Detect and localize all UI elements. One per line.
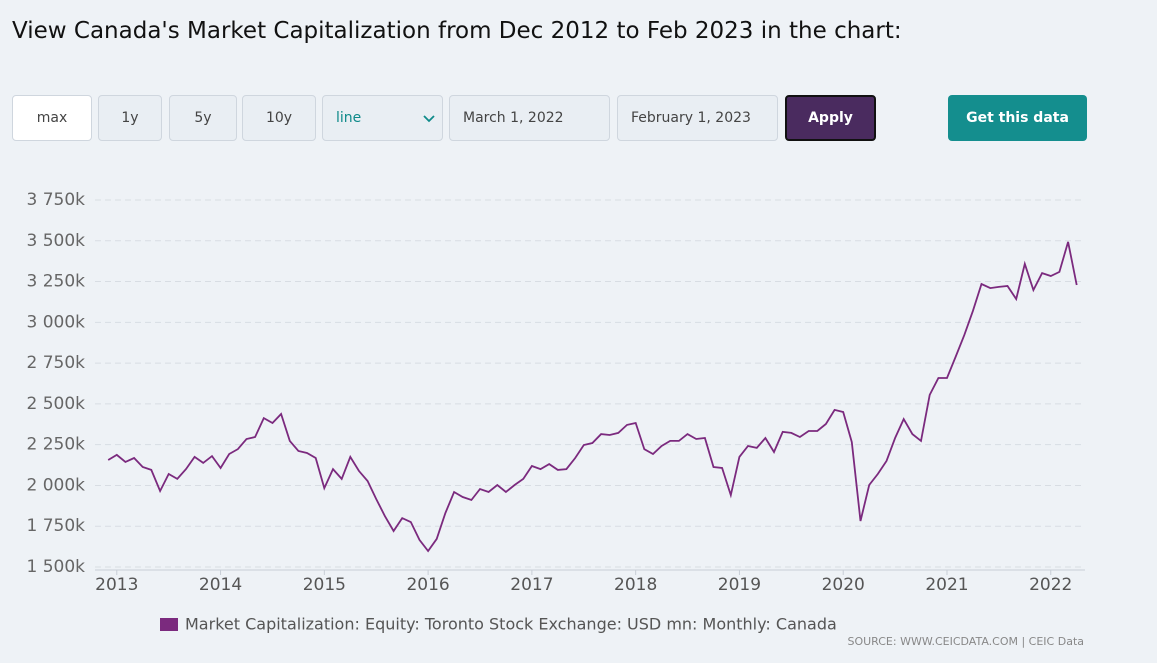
chevron xyxy=(423,115,435,123)
y-tick-label: 2 000k xyxy=(26,475,85,495)
range-button[interactable]: max xyxy=(12,95,92,141)
apply-button[interactable]: Apply xyxy=(785,95,876,141)
y-tick-label: 3 500k xyxy=(26,231,85,251)
y-tick-label: 2 250k xyxy=(26,435,85,455)
legend-swatch xyxy=(160,618,178,631)
x-tick-label: 2018 xyxy=(614,575,657,595)
x-tick-label: 2021 xyxy=(925,575,968,595)
legend-label: Market Capitalization: Equity: Toronto S… xyxy=(185,615,837,634)
range-button[interactable]: 10y xyxy=(242,95,316,141)
y-tick-label: 1 500k xyxy=(26,557,85,577)
page-title: View Canada's Market Capitalization from… xyxy=(12,18,902,44)
y-tick-label: 2 750k xyxy=(26,353,85,373)
series-line xyxy=(107,241,1078,553)
x-tick-label: 2022 xyxy=(1029,575,1072,595)
get-data-button[interactable]: Get this data xyxy=(948,95,1087,141)
x-tick-label: 2017 xyxy=(510,575,553,595)
chart-type-select[interactable]: line xyxy=(322,95,443,141)
range-button[interactable]: 1y xyxy=(98,95,162,141)
end-date[interactable]: February 1, 2023 xyxy=(617,95,778,141)
start-date[interactable]: March 1, 2022 xyxy=(449,95,610,141)
x-tick-label: 2016 xyxy=(406,575,449,595)
y-tick-label: 3 250k xyxy=(26,272,85,292)
range-button[interactable]: 5y xyxy=(169,95,237,141)
x-tick-label: 2019 xyxy=(718,575,761,595)
x-tick-label: 2014 xyxy=(199,575,242,595)
x-tick-label: 2013 xyxy=(95,575,138,595)
y-tick-label: 3 000k xyxy=(26,312,85,332)
source: SOURCE: WWW.CEICDATA.COM | CEIC Data xyxy=(847,635,1084,648)
y-tick-label: 2 500k xyxy=(26,394,85,414)
x-tick-label: 2020 xyxy=(822,575,865,595)
y-tick-label: 1 750k xyxy=(26,516,85,536)
select-value: line xyxy=(336,110,362,126)
y-tick-label: 3 750k xyxy=(26,190,85,210)
x-tick-label: 2015 xyxy=(303,575,346,595)
